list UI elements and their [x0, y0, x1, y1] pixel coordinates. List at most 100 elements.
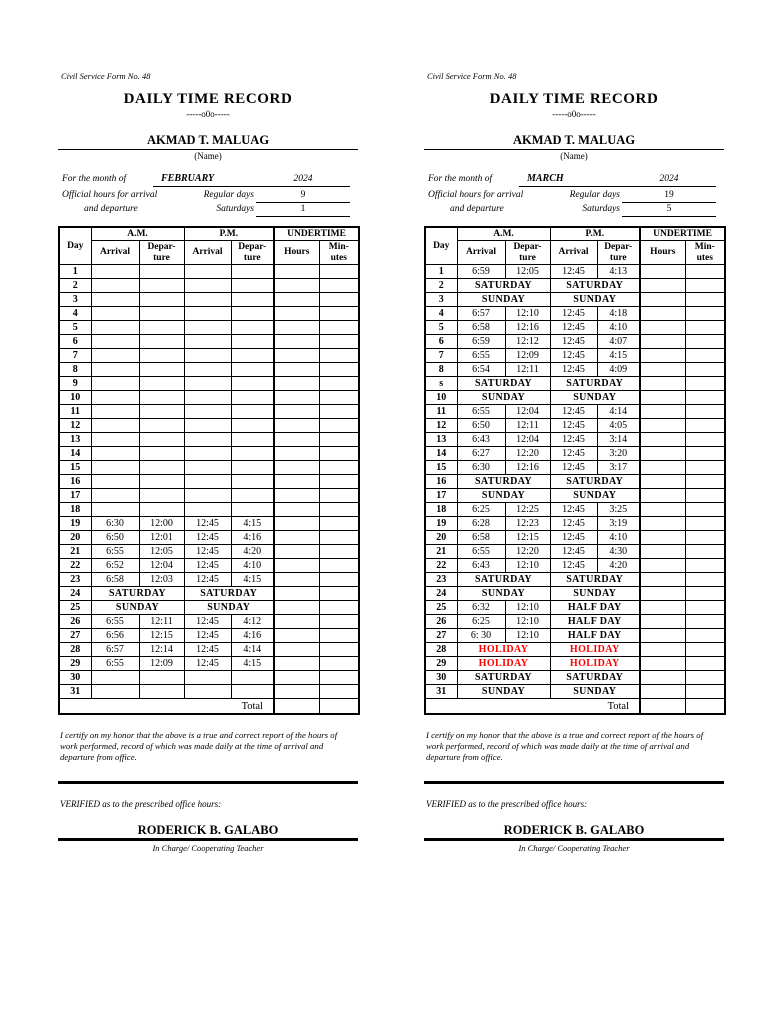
- day-cell: 4: [424, 306, 458, 321]
- pm-arrival-cell: [183, 334, 232, 349]
- am-arrival-cell: [90, 460, 140, 475]
- dtr-day-row: 23 SATURDAY SATURDAY: [424, 572, 726, 587]
- dtr-day-row: 29 HOLIDAY HOLIDAY: [424, 656, 726, 671]
- pm-arrival-cell: [183, 446, 232, 461]
- day-cell: 14: [424, 446, 458, 461]
- dtr-day-row: 3 SUNDAY SUNDAY: [424, 292, 726, 307]
- am-arrival-cell: 6:30: [90, 516, 140, 531]
- am-arrival-cell: 6:54: [456, 362, 506, 377]
- am-departure-cell: 12:04: [504, 432, 551, 447]
- undertime-minutes-cell: [684, 404, 726, 419]
- undertime-hours-cell: [273, 264, 320, 279]
- saturdays-label: Saturdays: [216, 204, 254, 214]
- am-departure-cell: 12:12: [504, 334, 551, 349]
- am-arrival-cell: 6:56: [90, 628, 140, 643]
- am-departure-cell: [138, 404, 185, 419]
- day-cell: 16: [424, 474, 458, 489]
- undertime-minutes-cell: [318, 362, 360, 377]
- am-span-cell: SATURDAY: [456, 278, 551, 293]
- undertime-hours-cell: [639, 264, 686, 279]
- undertime-hours-cell: [273, 502, 320, 517]
- official-hours-label-2: and departure: [84, 204, 138, 214]
- undertime-minutes-cell: [318, 530, 360, 545]
- am-arrival-cell: [90, 292, 140, 307]
- pm-departure-cell: [230, 684, 275, 699]
- dtr-day-row: 3: [58, 292, 360, 307]
- undertime-header: UNDERTIME: [639, 226, 726, 241]
- pm-arrival-cell: 12:45: [549, 334, 598, 349]
- day-cell: 26: [58, 614, 92, 629]
- dtr-day-row: 22 6:43 12:10 12:45 4:20: [424, 558, 726, 573]
- day-cell: 2: [58, 278, 92, 293]
- total-hours-cell: [273, 698, 320, 715]
- undertime-minutes-cell: [684, 418, 726, 433]
- pm-departure-cell: [230, 474, 275, 489]
- saturdays-value: 5: [666, 204, 672, 214]
- day-cell: 18: [58, 502, 92, 517]
- am-arrival-cell: 6:30: [456, 460, 506, 475]
- pm-arrival-cell: [183, 488, 232, 503]
- dtr-day-row: 23 6:58 12:03 12:45 4:15: [58, 572, 360, 587]
- undertime-minutes-cell: [684, 628, 726, 643]
- pm-header: P.M.: [549, 226, 641, 241]
- pm-arrival-cell: [183, 432, 232, 447]
- dtr-day-row: 8 6:54 12:11 12:45 4:09: [424, 362, 726, 377]
- dtr-day-row: 12 6:50 12:11 12:45 4:05: [424, 418, 726, 433]
- undertime-hours-cell: [639, 446, 686, 461]
- undertime-hours-cell: [639, 278, 686, 293]
- day-cell: 21: [58, 544, 92, 559]
- am-arrival-cell: 6:57: [456, 306, 506, 321]
- verified-text: VERIFIED as to the prescribed office hou…: [426, 799, 588, 809]
- am-arrival-cell: [90, 446, 140, 461]
- day-cell: 30: [58, 670, 92, 685]
- undertime-minutes-cell: [684, 614, 726, 629]
- day-cell: 29: [58, 656, 92, 671]
- pm-departure-cell: 4:10: [596, 530, 641, 545]
- table-header-row-1: Day A.M. P.M. UNDERTIME: [424, 226, 726, 265]
- am-departure-cell: 12:11: [504, 362, 551, 377]
- am-arrival-cell: 6:57: [90, 642, 140, 657]
- dtr-day-row: 27 6:56 12:15 12:45 4:16: [58, 628, 360, 643]
- undertime-minutes-cell: [318, 488, 360, 503]
- month-value: MARCH: [527, 173, 564, 184]
- undertime-minutes-cell: [684, 516, 726, 531]
- dtr-day-row: 15 6:30 12:16 12:45 3:17: [424, 460, 726, 475]
- undertime-hours-cell: [639, 362, 686, 377]
- undertime-minutes-cell: [318, 306, 360, 321]
- undertime-minutes-cell: [318, 334, 360, 349]
- table-header-row-2: Arrival Depar- ture Arrival Depar- ture …: [425, 240, 726, 265]
- pm-arrival-cell: 12:45: [183, 656, 232, 671]
- day-cell: 6: [58, 334, 92, 349]
- am-span-cell: SATURDAY: [456, 670, 551, 685]
- pm-departure-cell: [230, 362, 275, 377]
- undertime-minutes-cell: [684, 502, 726, 517]
- day-cell: 7: [424, 348, 458, 363]
- day-cell: 20: [58, 530, 92, 545]
- dtr-day-row: 30 SATURDAY SATURDAY: [424, 670, 726, 685]
- saturdays-underline: [622, 216, 716, 217]
- undertime-minutes-cell: [684, 390, 726, 405]
- undertime-hours-cell: [273, 320, 320, 335]
- undertime-hours-cell: [639, 348, 686, 363]
- am-departure-cell: [138, 418, 185, 433]
- table-header-row-2: Arrival Depar- ture Arrival Depar- ture …: [59, 240, 360, 265]
- undertime-hours-cell: [639, 432, 686, 447]
- pm-departure-cell: 3:25: [596, 502, 641, 517]
- pm-departure-cell: 4:14: [230, 642, 275, 657]
- pm-departure-cell: [230, 334, 275, 349]
- undertime-hours-cell: [639, 474, 686, 489]
- signatory-title: In Charge/ Cooperating Teacher: [152, 843, 264, 853]
- certify-text: I certify on my honor that the above is …: [426, 730, 704, 762]
- undertime-minutes-cell: [318, 558, 360, 573]
- regular-days-underline: [256, 202, 350, 203]
- day-header: Day: [424, 226, 458, 265]
- day-cell: 28: [424, 642, 458, 657]
- am-arrival-cell: 6: 30: [456, 628, 506, 643]
- pm-departure-cell: 4:16: [230, 530, 275, 545]
- dtr-day-row: 7 6:55 12:09 12:45 4:15: [424, 348, 726, 363]
- am-departure-cell: [138, 460, 185, 475]
- undertime-minutes-cell: [318, 516, 360, 531]
- am-arrival-cell: [90, 670, 140, 685]
- saturdays-value: 1: [300, 204, 306, 214]
- am-departure-cell: [138, 320, 185, 335]
